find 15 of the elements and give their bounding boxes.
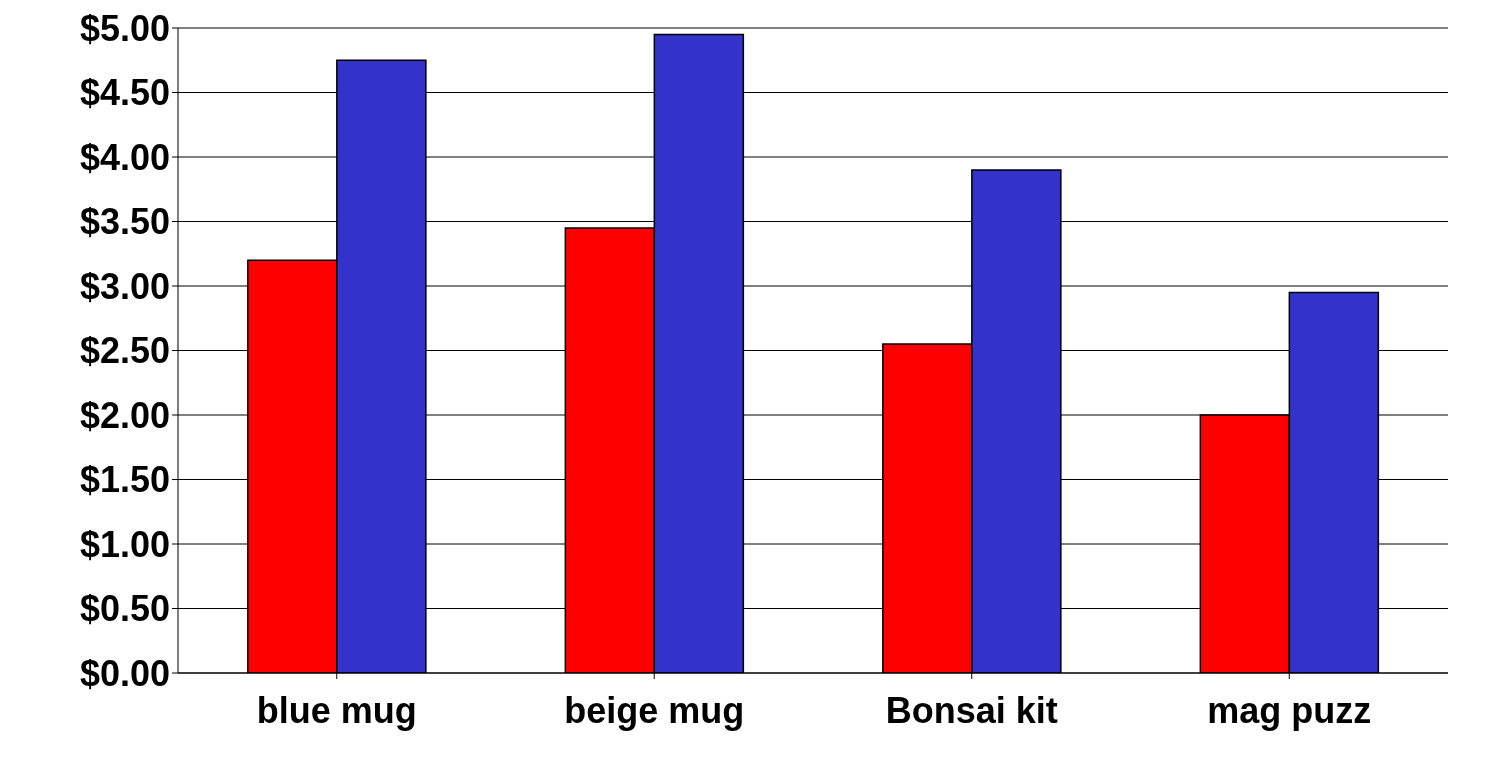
x-tick-label: blue mug: [256, 689, 417, 731]
y-tick-label: $0.50: [79, 588, 170, 630]
y-tick-label: $5.00: [79, 7, 170, 49]
y-tick-label: $4.50: [79, 72, 170, 114]
y-tick-label: $1.50: [79, 459, 170, 501]
y-tick-label: $1.00: [79, 523, 170, 565]
y-tick-label: $4.00: [79, 136, 170, 178]
y-tick-label: $2.50: [79, 330, 170, 372]
y-tick-label: $3.00: [79, 265, 170, 307]
y-tick-label: $3.50: [79, 201, 170, 243]
x-tick-label: Bonsai kit: [885, 689, 1058, 731]
x-tick-label: mag puzz: [1207, 689, 1372, 731]
y-tick-label: $0.00: [79, 652, 170, 694]
y-tick-label: $2.00: [79, 394, 170, 436]
x-tick-label: beige mug: [564, 689, 745, 731]
